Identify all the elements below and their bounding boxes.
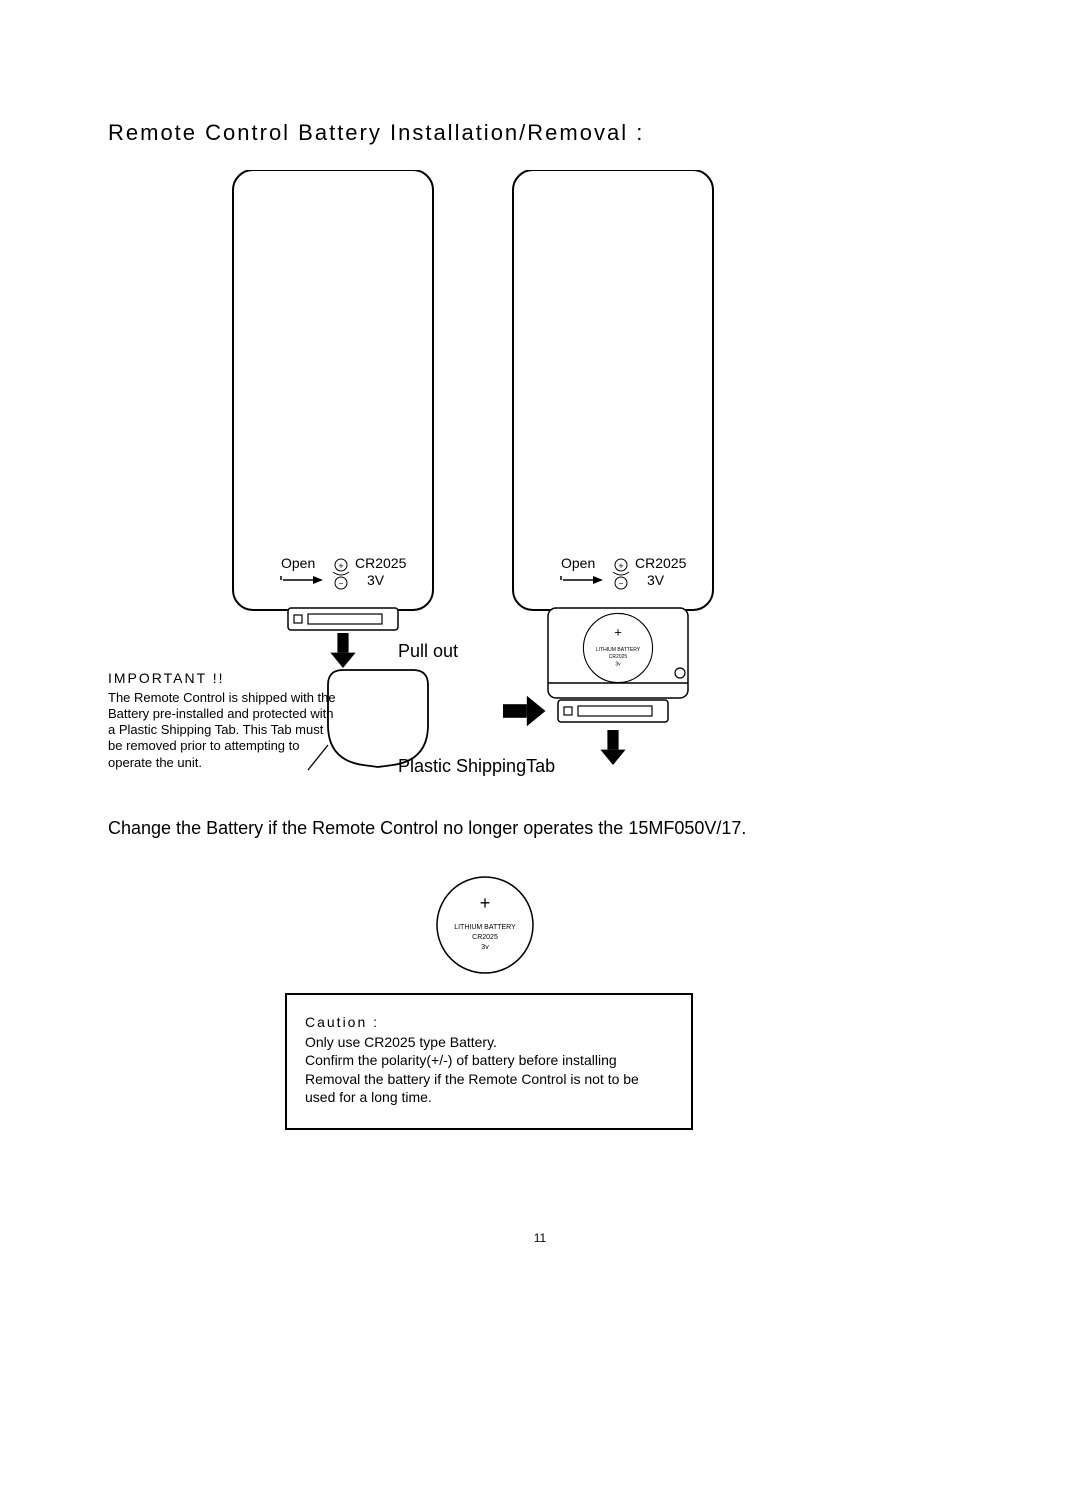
important-note: IMPORTANT !! The Remote Control is shipp… [108, 670, 338, 771]
page-title: Remote Control Battery Installation/Remo… [108, 120, 644, 146]
svg-text:CR2025: CR2025 [472, 934, 498, 941]
battery-illustration: + LITHIUM BATTERY CR2025 3v [430, 870, 540, 985]
caution-heading: Caution : [305, 1013, 673, 1031]
page-number: 11 [0, 1231, 1080, 1245]
svg-text:3v: 3v [481, 944, 489, 951]
change-battery-text: Change the Battery if the Remote Control… [108, 818, 746, 839]
caution-line-3: Removal the battery if the Remote Contro… [305, 1070, 673, 1106]
pull-out-label: Pull out [398, 641, 458, 661]
manual-page: Remote Control Battery Installation/Remo… [0, 0, 1080, 1507]
caution-line-2: Confirm the polarity(+/-) of battery bef… [305, 1051, 673, 1069]
svg-text:+: + [480, 893, 491, 913]
svg-text:LITHIUM BATTERY: LITHIUM BATTERY [454, 924, 516, 931]
plastic-tab-label: Plastic ShippingTab [398, 756, 555, 776]
caution-box: Caution : Only use CR2025 type Battery. … [285, 993, 693, 1130]
important-heading: IMPORTANT !! [108, 670, 338, 688]
caution-line-1: Only use CR2025 type Battery. [305, 1033, 673, 1051]
important-body: The Remote Control is shipped with the B… [108, 690, 338, 771]
